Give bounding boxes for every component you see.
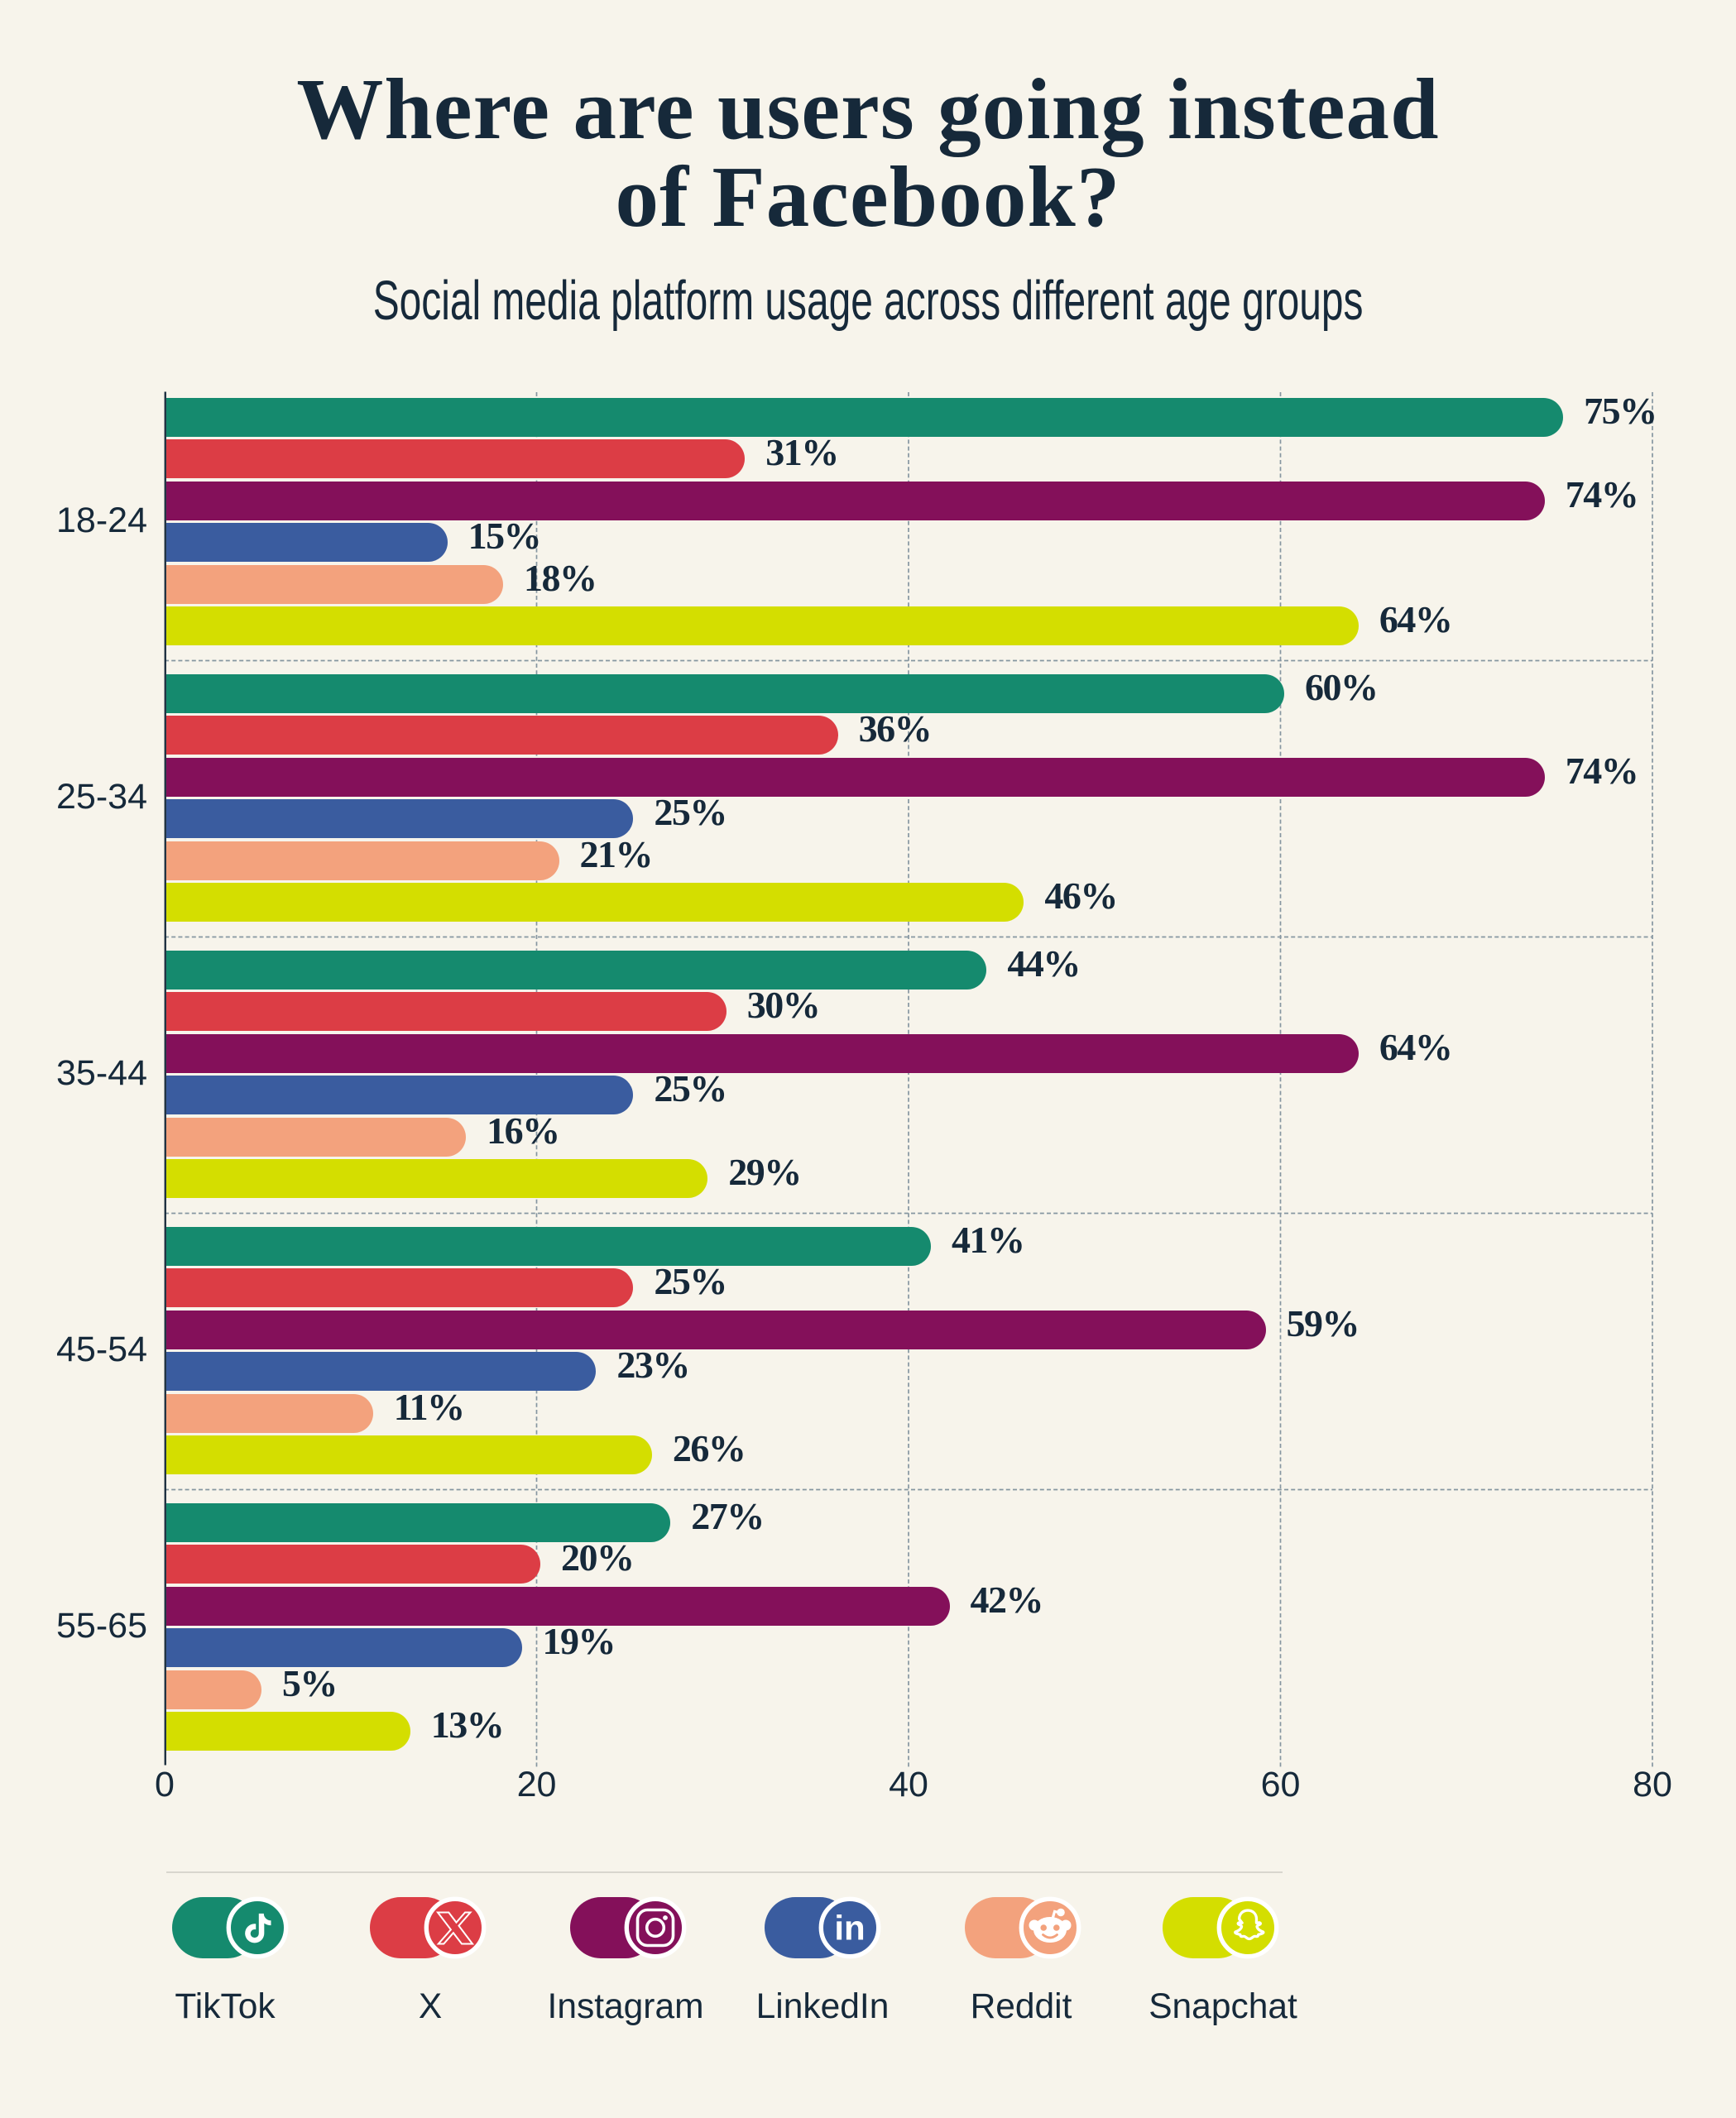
svg-text:in: in xyxy=(834,1909,865,1948)
